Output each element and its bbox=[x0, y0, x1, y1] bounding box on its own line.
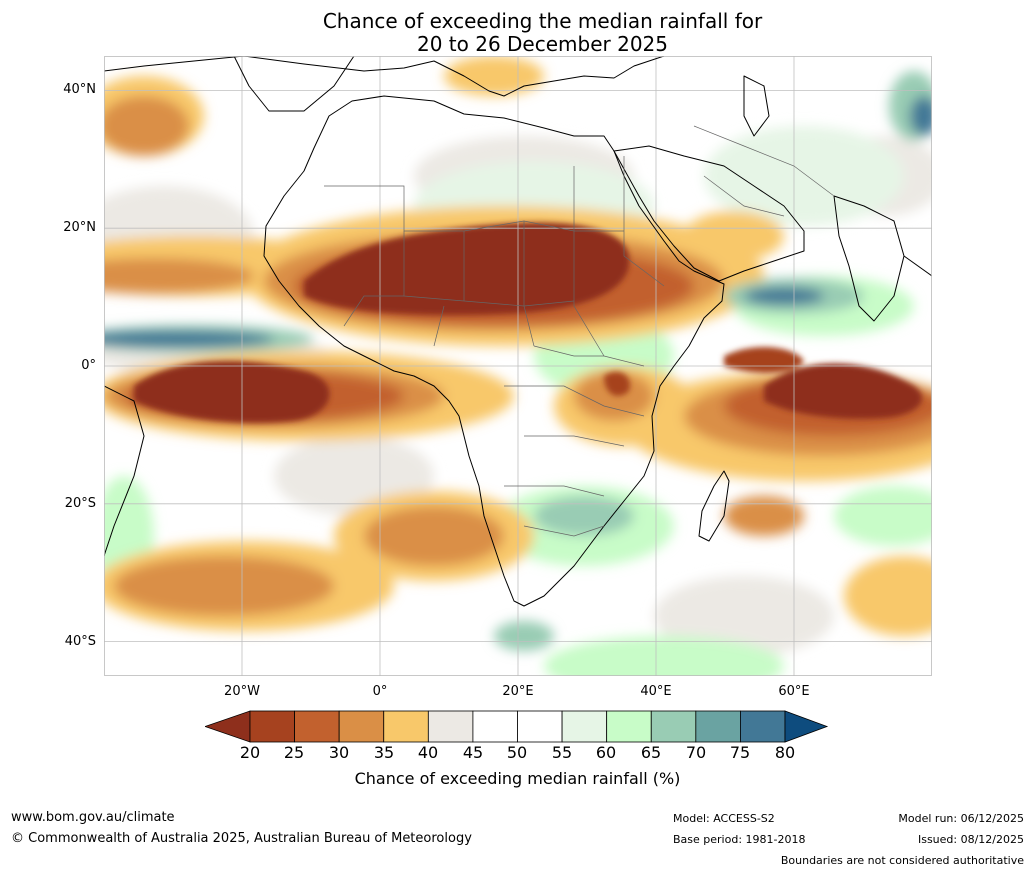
model-name: Model: ACCESS-S2 bbox=[673, 812, 775, 825]
colorbar-cell-75 bbox=[740, 710, 786, 743]
rainfall-map-canvas bbox=[104, 56, 932, 676]
colorbar-cell-50 bbox=[517, 710, 563, 743]
map-title-line-2: 20 to 26 December 2025 bbox=[416, 32, 668, 56]
colorbar-tick-50: 50 bbox=[506, 743, 528, 762]
colorbar-tick-30: 30 bbox=[328, 743, 350, 762]
map-frame bbox=[104, 56, 932, 676]
lon-label-0: 0° bbox=[372, 684, 388, 699]
lat-label-40n: 40°N bbox=[63, 82, 96, 97]
colorbar-cell-40 bbox=[427, 710, 474, 743]
colorbar-tick-20: 20 bbox=[239, 743, 261, 762]
base-period: Base period: 1981-2018 bbox=[673, 833, 806, 846]
colorbar-label: Chance of exceeding median rainfall (%) bbox=[354, 769, 681, 788]
colorbar-tick-35: 35 bbox=[373, 743, 395, 762]
map-title-line-1: Chance of exceeding the median rainfall … bbox=[322, 9, 763, 33]
lat-label-20n: 20°N bbox=[63, 220, 96, 235]
issued-date: Issued: 08/12/2025 bbox=[917, 833, 1024, 846]
colorbar-tick-45: 45 bbox=[462, 743, 484, 762]
colorbar-low-extension bbox=[205, 710, 251, 743]
model-run-date: Model run: 06/12/2025 bbox=[898, 812, 1024, 825]
colorbar-high-extension bbox=[784, 710, 829, 743]
colorbar-tick-75: 75 bbox=[729, 743, 751, 762]
colorbar-tick-55: 55 bbox=[551, 743, 573, 762]
colorbar-cell-55 bbox=[561, 710, 608, 743]
lon-label-20w: 20°W bbox=[224, 684, 260, 699]
colorbar-tick-65: 65 bbox=[640, 743, 662, 762]
lon-label-20e: 20°E bbox=[502, 684, 534, 699]
website-link[interactable]: www.bom.gov.au/climate bbox=[11, 810, 175, 825]
colorbar-cell-30 bbox=[338, 710, 385, 743]
lat-label-0: 0° bbox=[81, 358, 96, 373]
colorbar-cell-60 bbox=[606, 710, 652, 743]
colorbar-tick-25: 25 bbox=[283, 743, 305, 762]
boundaries-disclaimer: Boundaries are not considered authoritat… bbox=[780, 854, 1024, 867]
colorbar-tick-40: 40 bbox=[417, 743, 439, 762]
colorbar-cell-45 bbox=[472, 710, 518, 743]
colorbar-cells bbox=[249, 710, 786, 743]
colorbar bbox=[205, 710, 829, 743]
lon-label-60e: 60°E bbox=[778, 684, 810, 699]
colorbar-tick-60: 60 bbox=[595, 743, 617, 762]
country-borders bbox=[324, 125, 835, 537]
colorbar-cell-35 bbox=[383, 710, 429, 743]
rainfall-map bbox=[104, 56, 932, 676]
lat-label-20s: 20°S bbox=[64, 496, 96, 511]
colorbar-tick-70: 70 bbox=[685, 743, 707, 762]
lat-label-40s: 40°S bbox=[64, 634, 96, 649]
lon-label-40e: 40°E bbox=[640, 684, 672, 699]
copyright-text: © Commonwealth of Australia 2025, Austra… bbox=[11, 831, 472, 846]
colorbar-cell-20 bbox=[249, 710, 295, 743]
rainfall-low-probability-core bbox=[134, 222, 923, 424]
colorbar-cell-25 bbox=[294, 710, 340, 743]
colorbar-cell-65 bbox=[650, 710, 697, 743]
colorbar-cell-70 bbox=[695, 710, 741, 743]
coastlines bbox=[104, 56, 932, 607]
colorbar-tick-80: 80 bbox=[774, 743, 796, 762]
map-graticule bbox=[104, 56, 932, 676]
